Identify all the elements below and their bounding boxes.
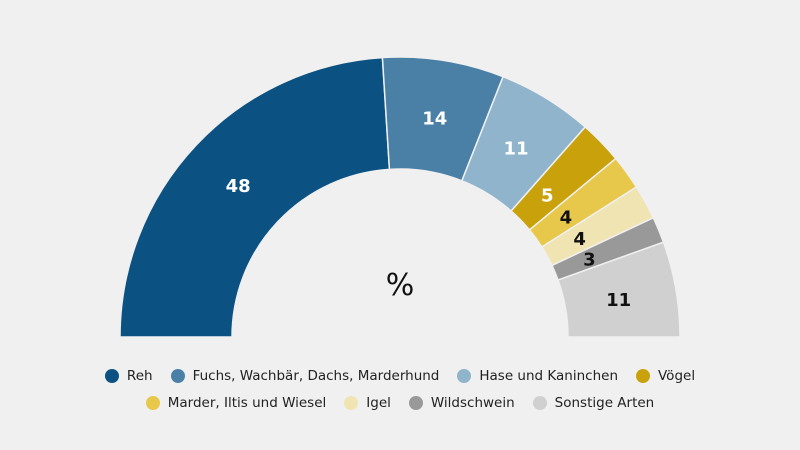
legend-label: Wildschwein (430, 395, 515, 411)
legend-item: Igel (344, 395, 391, 411)
legend-label: Vögel (658, 368, 696, 384)
data-label-0: 48 (226, 176, 251, 197)
data-label-2: 11 (503, 139, 528, 160)
legend-label: Marder, Iltis und Wiesel (167, 395, 327, 411)
legend-item: Reh (104, 368, 153, 384)
legend-row-1: Reh Fuchs, Wachbär, Dachs, Marderhund Hase… (0, 368, 800, 384)
legend-item: Wildschwein (408, 395, 515, 411)
center-label: % (386, 268, 415, 303)
legend-dot-icon (104, 369, 119, 383)
legend-label: Igel (366, 395, 391, 411)
legend-dot-icon (408, 396, 423, 410)
legend-label: Hase und Kaninchen (479, 368, 618, 384)
legend-dot-icon (532, 396, 547, 410)
segment-0 (119, 56, 391, 338)
legend-row-2: Marder, Iltis und Wiesel Igel Wildschwein S… (0, 395, 800, 411)
legend-item: Marder, Iltis und Wiesel (145, 395, 327, 411)
data-label-1: 14 (422, 109, 447, 130)
legend-dot-icon (344, 396, 359, 410)
data-label-5: 4 (573, 229, 586, 250)
data-label-4: 4 (560, 208, 573, 229)
legend-item: Vögel (636, 368, 695, 384)
legend-dot-icon (145, 396, 160, 410)
legend-item: Sonstige Arten (532, 395, 655, 411)
legend-label: Fuchs, Wachbär, Dachs, Marderhund (192, 368, 440, 384)
data-label-7: 11 (606, 290, 631, 311)
segment-7 (557, 241, 681, 338)
data-label-3: 5 (541, 185, 554, 206)
legend-dot-icon (457, 369, 472, 383)
legend-dot-icon (636, 369, 650, 383)
data-label-6: 3 (583, 250, 596, 271)
legend-item: Hase und Kaninchen (457, 368, 618, 384)
legend-label: Reh (126, 368, 153, 384)
legend-item: Fuchs, Wachbär, Dachs, Marderhund (170, 368, 440, 384)
legend-dot-icon (170, 369, 185, 383)
legend-label: Sonstige Arten (554, 395, 655, 411)
